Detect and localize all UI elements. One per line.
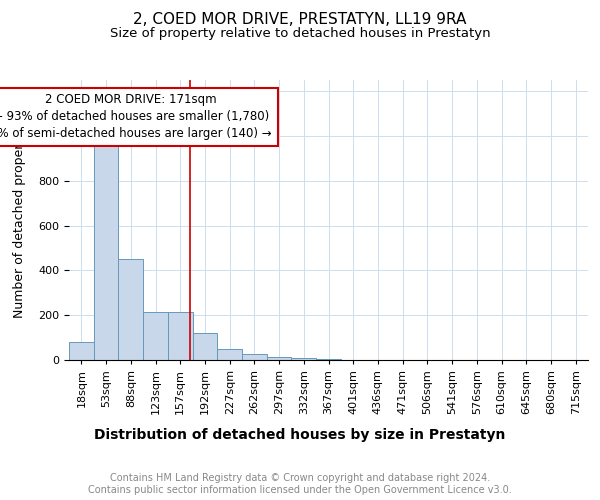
- Text: 2 COED MOR DRIVE: 171sqm
← 93% of detached houses are smaller (1,780)
7% of semi: 2 COED MOR DRIVE: 171sqm ← 93% of detach…: [0, 94, 272, 140]
- Text: Distribution of detached houses by size in Prestatyn: Distribution of detached houses by size …: [94, 428, 506, 442]
- Bar: [217, 349, 242, 360]
- Y-axis label: Number of detached properties: Number of detached properties: [13, 122, 26, 318]
- Bar: [143, 312, 168, 360]
- Bar: [292, 358, 316, 360]
- Text: Size of property relative to detached houses in Prestatyn: Size of property relative to detached ho…: [110, 28, 490, 40]
- Bar: [94, 142, 118, 360]
- Bar: [193, 333, 217, 360]
- Text: Contains HM Land Registry data © Crown copyright and database right 2024.
Contai: Contains HM Land Registry data © Crown c…: [88, 474, 512, 495]
- Text: 2, COED MOR DRIVE, PRESTATYN, LL19 9RA: 2, COED MOR DRIVE, PRESTATYN, LL19 9RA: [133, 12, 467, 28]
- Bar: [316, 359, 341, 360]
- Bar: [267, 356, 292, 360]
- Bar: [118, 259, 143, 360]
- Bar: [242, 354, 267, 360]
- Bar: [168, 312, 193, 360]
- Bar: [69, 342, 94, 360]
